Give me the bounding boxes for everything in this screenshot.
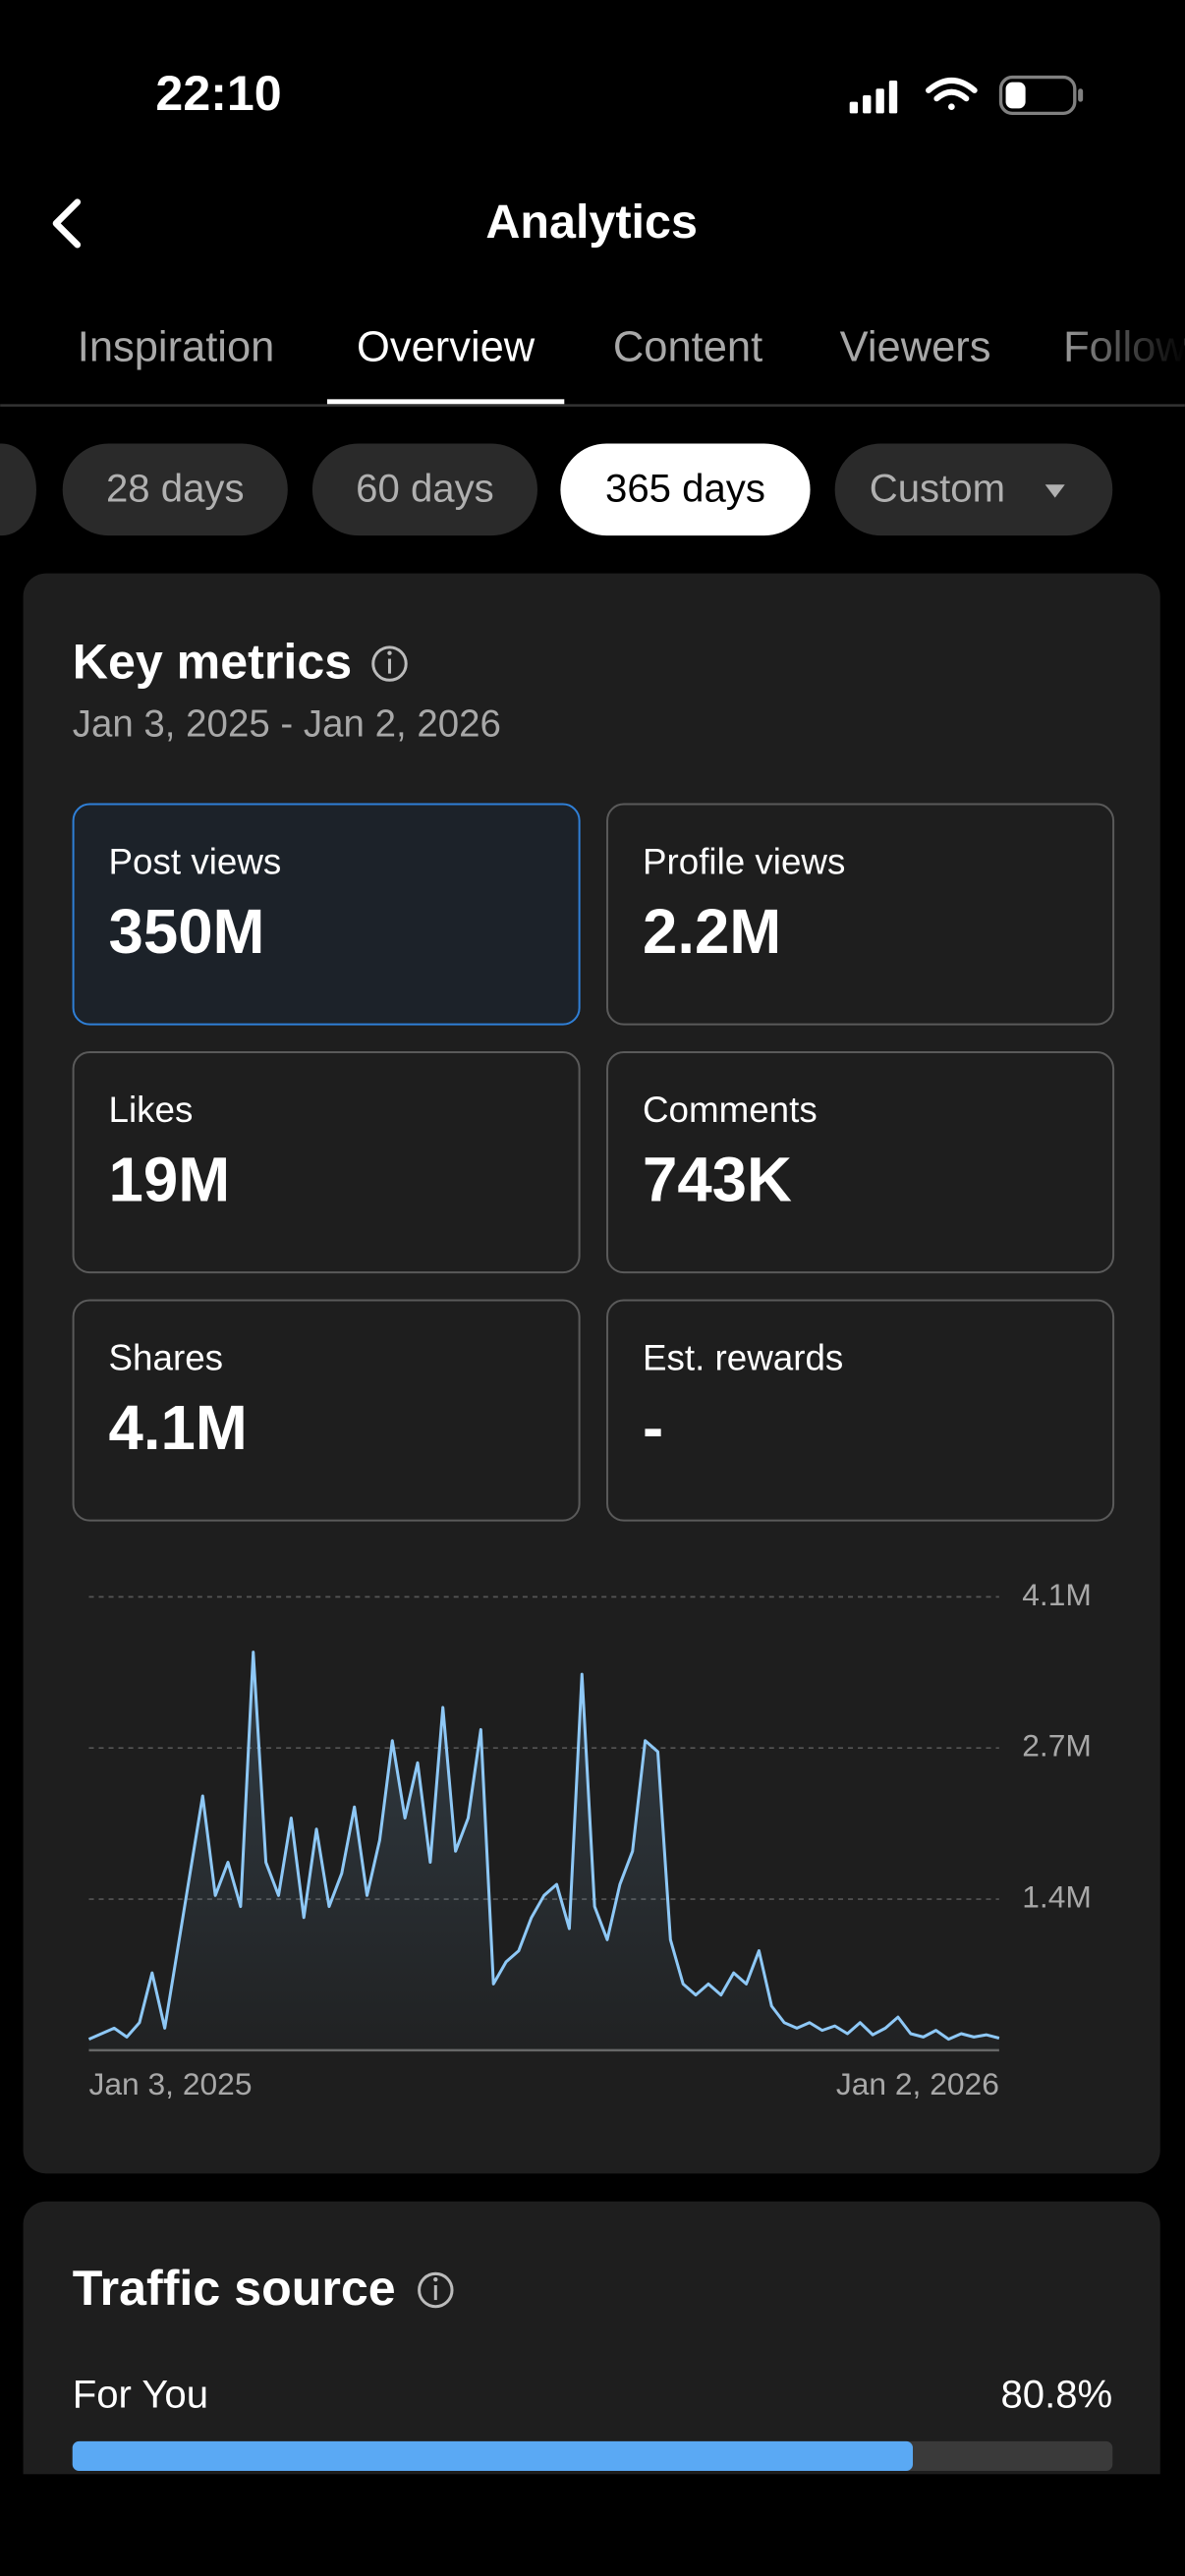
metric-label: Likes: [109, 1090, 194, 1130]
metric-box[interactable]: [72, 803, 581, 1026]
tab-bar: InspirationOverviewContentViewersFollowe…: [78, 324, 1185, 405]
metric-value: -: [643, 1393, 663, 1463]
chart: 1.4M 2.7M 4.1M Jan 3, 2025 Jan 2, 2026: [87, 1577, 1092, 2101]
x-tick-label: Jan 2, 2026: [836, 2066, 999, 2101]
tab[interactable]: Viewers: [840, 324, 991, 371]
period-label: Custom: [870, 467, 1005, 511]
traffic-percent: 80.8%: [1000, 2372, 1112, 2416]
traffic-title: Traffic source: [73, 2261, 396, 2316]
metric-label: Shares: [109, 1337, 224, 1377]
page-title: Analytics: [485, 196, 698, 249]
period-pill[interactable]: [311, 443, 537, 536]
tab-divider: [0, 404, 1185, 407]
bottom-area: [0, 2474, 1185, 2576]
dropdown-arrow: [1044, 484, 1065, 498]
y-tick-label: 2.7M: [1022, 1728, 1092, 1764]
metric-value: 2.2M: [643, 897, 781, 967]
metric-label: Comments: [643, 1090, 818, 1130]
tab-fade: [1051, 289, 1185, 402]
battery-icon: [998, 75, 1084, 116]
back-button[interactable]: [52, 198, 82, 249]
y-tick-label: 1.4M: [1022, 1878, 1092, 1914]
period-label: 60 days: [356, 467, 494, 511]
metric-box[interactable]: [72, 1051, 581, 1274]
traffic-bar: [72, 2440, 914, 2471]
metric-label: Est. rewards: [643, 1337, 843, 1377]
metric-box[interactable]: [72, 1299, 581, 1522]
tab[interactable]: Inspiration: [78, 324, 275, 371]
period-pill-partial[interactable]: [0, 443, 36, 536]
period-pill[interactable]: [62, 443, 288, 536]
period-label: 28 days: [106, 467, 245, 511]
signal-icon: [849, 80, 898, 114]
period-pills: 28 days 60 days 365 days Custom: [62, 443, 1113, 536]
y-tick-label: 4.1M: [1022, 1577, 1092, 1612]
info-icon[interactable]: [371, 645, 408, 682]
metric-value: 350M: [109, 897, 265, 967]
x-tick-label: Jan 3, 2025: [88, 2066, 252, 2101]
tab[interactable]: Content: [613, 324, 762, 371]
wifi-icon: [926, 78, 978, 111]
info-icon[interactable]: [418, 2271, 454, 2309]
tab-underline: [326, 399, 565, 405]
metric-box[interactable]: [606, 803, 1115, 1026]
period-label: 365 days: [605, 467, 765, 511]
traffic-name: For You: [73, 2372, 208, 2416]
metric-box[interactable]: [606, 1299, 1115, 1522]
info-icon-dot: [387, 650, 392, 655]
metric-label: Profile views: [643, 841, 845, 881]
status-time: 22:10: [155, 66, 281, 121]
date-range: Jan 3, 2025 - Jan 2, 2026: [73, 702, 501, 745]
metric-value: 19M: [109, 1145, 231, 1214]
metric-value: 743K: [643, 1145, 792, 1214]
metric-box[interactable]: [606, 1051, 1115, 1274]
metric-value: 4.1M: [109, 1393, 248, 1463]
metric-label: Post views: [109, 841, 282, 881]
period-pill[interactable]: [560, 443, 811, 536]
info-icon-dot: [433, 2276, 438, 2282]
line: [87, 1651, 1000, 2042]
traffic-list: For You 80.8%: [72, 2372, 1112, 2471]
area: [88, 1652, 999, 2050]
metric-grid: Post views 350M Profile views 2.2M Likes 19M C…: [72, 803, 1115, 1522]
period-pill[interactable]: [834, 443, 1113, 536]
key-metrics-title: Key metrics: [73, 634, 352, 689]
tab[interactable]: Overview: [357, 324, 536, 371]
